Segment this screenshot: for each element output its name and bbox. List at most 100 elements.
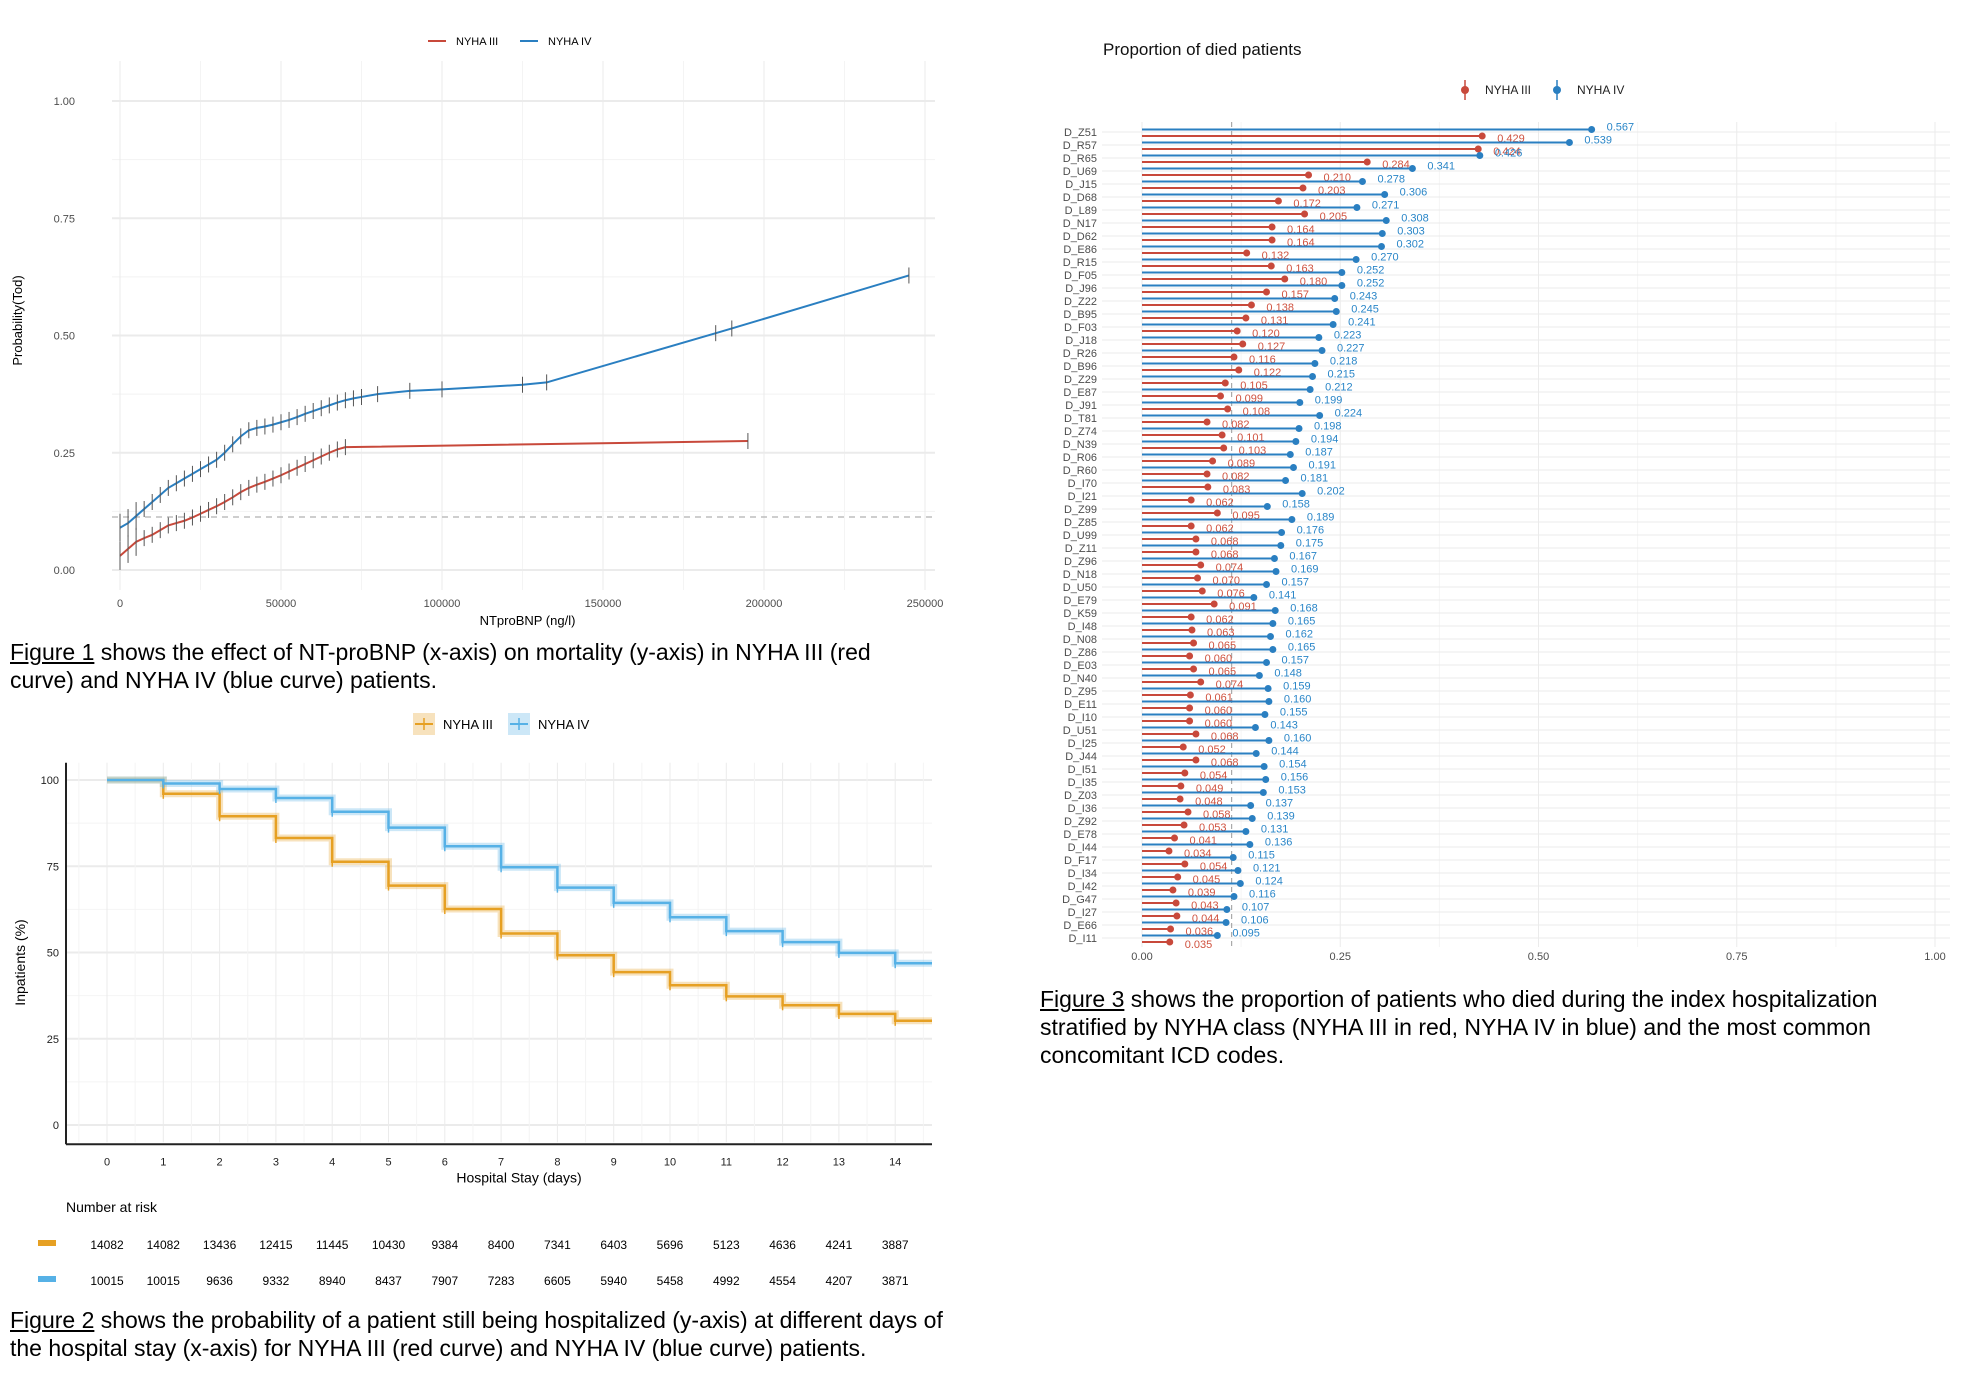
- lollipop-dot-nyha-iv: [1292, 438, 1300, 445]
- data-label-nyha-iv: 0.198: [1314, 421, 1342, 433]
- figure1-reference: Figure 1: [10, 639, 95, 665]
- risk-value-nyha-iii: 10430: [372, 1238, 406, 1252]
- category-label: D_R06: [1063, 452, 1097, 464]
- lollipop-dot-nyha-iii: [1166, 938, 1174, 946]
- category-label: D_D62: [1063, 231, 1097, 243]
- category-label: D_I35: [1068, 777, 1097, 789]
- category-label: D_Z86: [1064, 647, 1097, 659]
- lollipop-dot-nyha-iii: [1188, 626, 1196, 634]
- lollipop-dot-nyha-iii: [1177, 782, 1185, 790]
- category-label: D_L89: [1065, 205, 1097, 217]
- category-label: D_R65: [1063, 153, 1097, 165]
- category-label: D_I11: [1068, 933, 1097, 945]
- lollipop-dot-nyha-iv: [1263, 659, 1271, 666]
- lollipop-dot-nyha-iv: [1295, 425, 1303, 432]
- risk-value-nyha-iii: 6403: [600, 1238, 627, 1252]
- category-label: D_Z03: [1064, 790, 1097, 802]
- lollipop-dot-nyha-iv: [1298, 490, 1306, 497]
- risk-value-nyha-iv: 4992: [713, 1274, 740, 1288]
- category-label: D_I27: [1068, 907, 1097, 919]
- lollipop-dot-nyha-iii: [1192, 535, 1200, 543]
- lollipop-dot-nyha-iii: [1186, 717, 1194, 725]
- y-axis-title: Probability(Tod): [10, 275, 25, 365]
- lollipop-dot-nyha-iv: [1382, 217, 1390, 224]
- lollipop-dot-nyha-iii: [1263, 288, 1271, 296]
- category-label: D_I44: [1068, 842, 1097, 854]
- lollipop-dot-nyha-iv: [1408, 165, 1416, 172]
- lollipop-dot-nyha-iii: [1190, 639, 1198, 647]
- data-label-nyha-iv: 0.278: [1377, 174, 1405, 186]
- data-label-nyha-iii: 0.035: [1185, 939, 1213, 951]
- lollipop-dot-nyha-iv: [1476, 152, 1484, 159]
- category-label: D_E11: [1064, 699, 1097, 711]
- data-label-nyha-iv: 0.191: [1308, 460, 1336, 472]
- figure3-caption: Figure 3 shows the proportion of patient…: [1040, 985, 1970, 1069]
- risk-value-nyha-iii: 9384: [431, 1238, 458, 1252]
- lollipop-dot-nyha-iv: [1248, 815, 1256, 822]
- figure3-reference: Figure 3: [1040, 986, 1125, 1012]
- data-label-nyha-iv: 0.137: [1266, 798, 1294, 810]
- category-label: D_K59: [1063, 608, 1097, 620]
- data-label-nyha-iv: 0.124: [1255, 876, 1283, 888]
- category-label: D_Z74: [1064, 426, 1097, 438]
- legend-key-dot-nyha-iv: [1553, 86, 1561, 94]
- x-tick-label: 50000: [266, 598, 297, 610]
- lollipop-dot-nyha-iii: [1192, 730, 1200, 738]
- figure1-caption: Figure 1 shows the effect of NT-proBNP (…: [10, 638, 940, 694]
- y-tick-label: 0.50: [54, 331, 75, 343]
- category-label: D_Z92: [1064, 816, 1097, 828]
- category-label: D_R57: [1063, 140, 1097, 152]
- x-tick-label: 12: [776, 1156, 788, 1168]
- lollipop-dot-nyha-iv: [1263, 581, 1271, 588]
- lollipop-dot-nyha-iii: [1167, 925, 1175, 933]
- lollipop-dot-nyha-iv: [1251, 724, 1259, 731]
- risk-value-nyha-iv: 6605: [544, 1274, 571, 1288]
- risk-value-nyha-iv: 7907: [431, 1274, 458, 1288]
- category-label: D_N08: [1063, 634, 1097, 646]
- lollipop-dot-nyha-iv: [1242, 828, 1250, 835]
- category-label: D_U69: [1063, 166, 1097, 178]
- lollipop-dot-nyha-iii: [1194, 574, 1202, 582]
- risk-table-title: Number at risk: [66, 1199, 158, 1215]
- x-tick-label: 10: [664, 1156, 676, 1168]
- category-label: D_F03: [1064, 322, 1097, 334]
- y-axis-title: Inpatients (%): [12, 919, 28, 1005]
- category-label: D_G47: [1062, 894, 1097, 906]
- category-label: D_J44: [1065, 751, 1097, 763]
- lollipop-dot-nyha-iv: [1246, 841, 1254, 848]
- x-tick-label: 7: [498, 1156, 504, 1168]
- chart-title: Proportion of died patients: [1103, 40, 1301, 59]
- category-label: D_E86: [1063, 244, 1097, 256]
- lollipop-dot-nyha-iv: [1282, 477, 1290, 484]
- category-label: D_N40: [1063, 673, 1097, 685]
- data-label-nyha-iv: 0.181: [1301, 473, 1329, 485]
- risk-value-nyha-iii: 3887: [882, 1238, 909, 1252]
- y-tick-label: 75: [47, 861, 59, 873]
- risk-value-nyha-iii: 14082: [90, 1238, 124, 1252]
- lollipop-dot-nyha-iv: [1315, 334, 1323, 341]
- risk-value-nyha-iv: 9636: [206, 1274, 233, 1288]
- data-label-nyha-iv: 0.175: [1296, 538, 1324, 550]
- data-label-nyha-iv: 0.243: [1350, 291, 1378, 303]
- x-tick-label: 0.75: [1726, 951, 1747, 963]
- lollipop-dot-nyha-iv: [1332, 308, 1340, 315]
- x-tick-label: 0: [117, 598, 123, 610]
- data-label-nyha-iv: 0.160: [1284, 733, 1312, 745]
- category-label: D_U99: [1063, 530, 1097, 542]
- data-label-nyha-iv: 0.143: [1270, 720, 1298, 732]
- lollipop-dot-nyha-iv: [1262, 776, 1270, 783]
- lollipop-dot-nyha-iv: [1269, 620, 1277, 627]
- category-label: D_Z11: [1065, 543, 1097, 555]
- data-label-nyha-iv: 0.157: [1282, 655, 1310, 667]
- lollipop-dot-nyha-iv: [1381, 191, 1389, 198]
- data-label-nyha-iv: 0.426: [1495, 148, 1523, 160]
- category-label: D_Z29: [1064, 374, 1097, 386]
- lollipop-dot-nyha-iii: [1235, 366, 1243, 374]
- data-label-nyha-iv: 0.306: [1400, 187, 1428, 199]
- risk-value-nyha-iii: 8400: [488, 1238, 515, 1252]
- data-label-nyha-iv: 0.144: [1271, 746, 1299, 758]
- legend-label-nyha-iv: NYHA IV: [538, 717, 590, 732]
- figure1-chart: 0.00 0.25 0.50 0.75 1.00 0 50000 100000 150000 20…: [10, 36, 943, 628]
- lollipop-dot-nyha-iv: [1358, 178, 1366, 185]
